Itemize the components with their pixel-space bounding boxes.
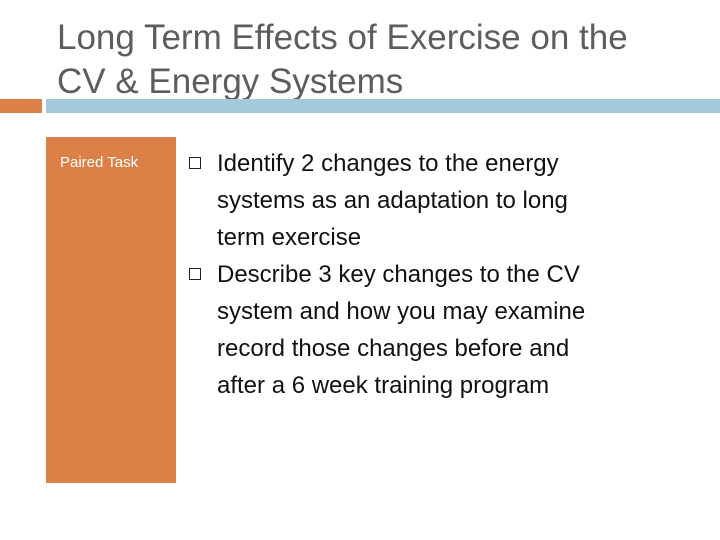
hollow-square-bullet-icon — [189, 157, 201, 169]
accent-bar-orange — [0, 99, 42, 113]
slide-title-line-2: CV & Energy Systems — [57, 62, 404, 101]
bullet-item-1: Identify 2 changes to the energy systems… — [189, 145, 689, 256]
bullet-list: Identify 2 changes to the energy systems… — [189, 145, 689, 404]
bullet-1-line-3: term exercise — [217, 224, 362, 251]
bullet-item-2: Describe 3 key changes to the CV system … — [189, 256, 689, 404]
bullet-2-line-2: system and how you may examine — [217, 298, 586, 325]
side-panel: Paired Task — [46, 137, 176, 483]
hollow-square-bullet-icon — [189, 268, 201, 280]
accent-bar-blue — [46, 99, 720, 113]
bullet-2-line-1: Describe 3 key changes to the CV — [217, 261, 580, 288]
side-panel-label: Paired Task — [60, 154, 139, 171]
bullet-1-line-1: Identify 2 changes to the energy — [217, 150, 559, 177]
slide-title-line-1: Long Term Effects of Exercise on the — [57, 18, 628, 57]
slide-title: Long Term Effects of Exercise on the CV … — [57, 16, 697, 104]
bullet-1-line-2: systems as an adaptation to long — [217, 187, 568, 214]
bullet-2-line-3: record those changes before and — [217, 335, 570, 362]
bullet-2-line-4: after a 6 week training program — [217, 372, 550, 399]
